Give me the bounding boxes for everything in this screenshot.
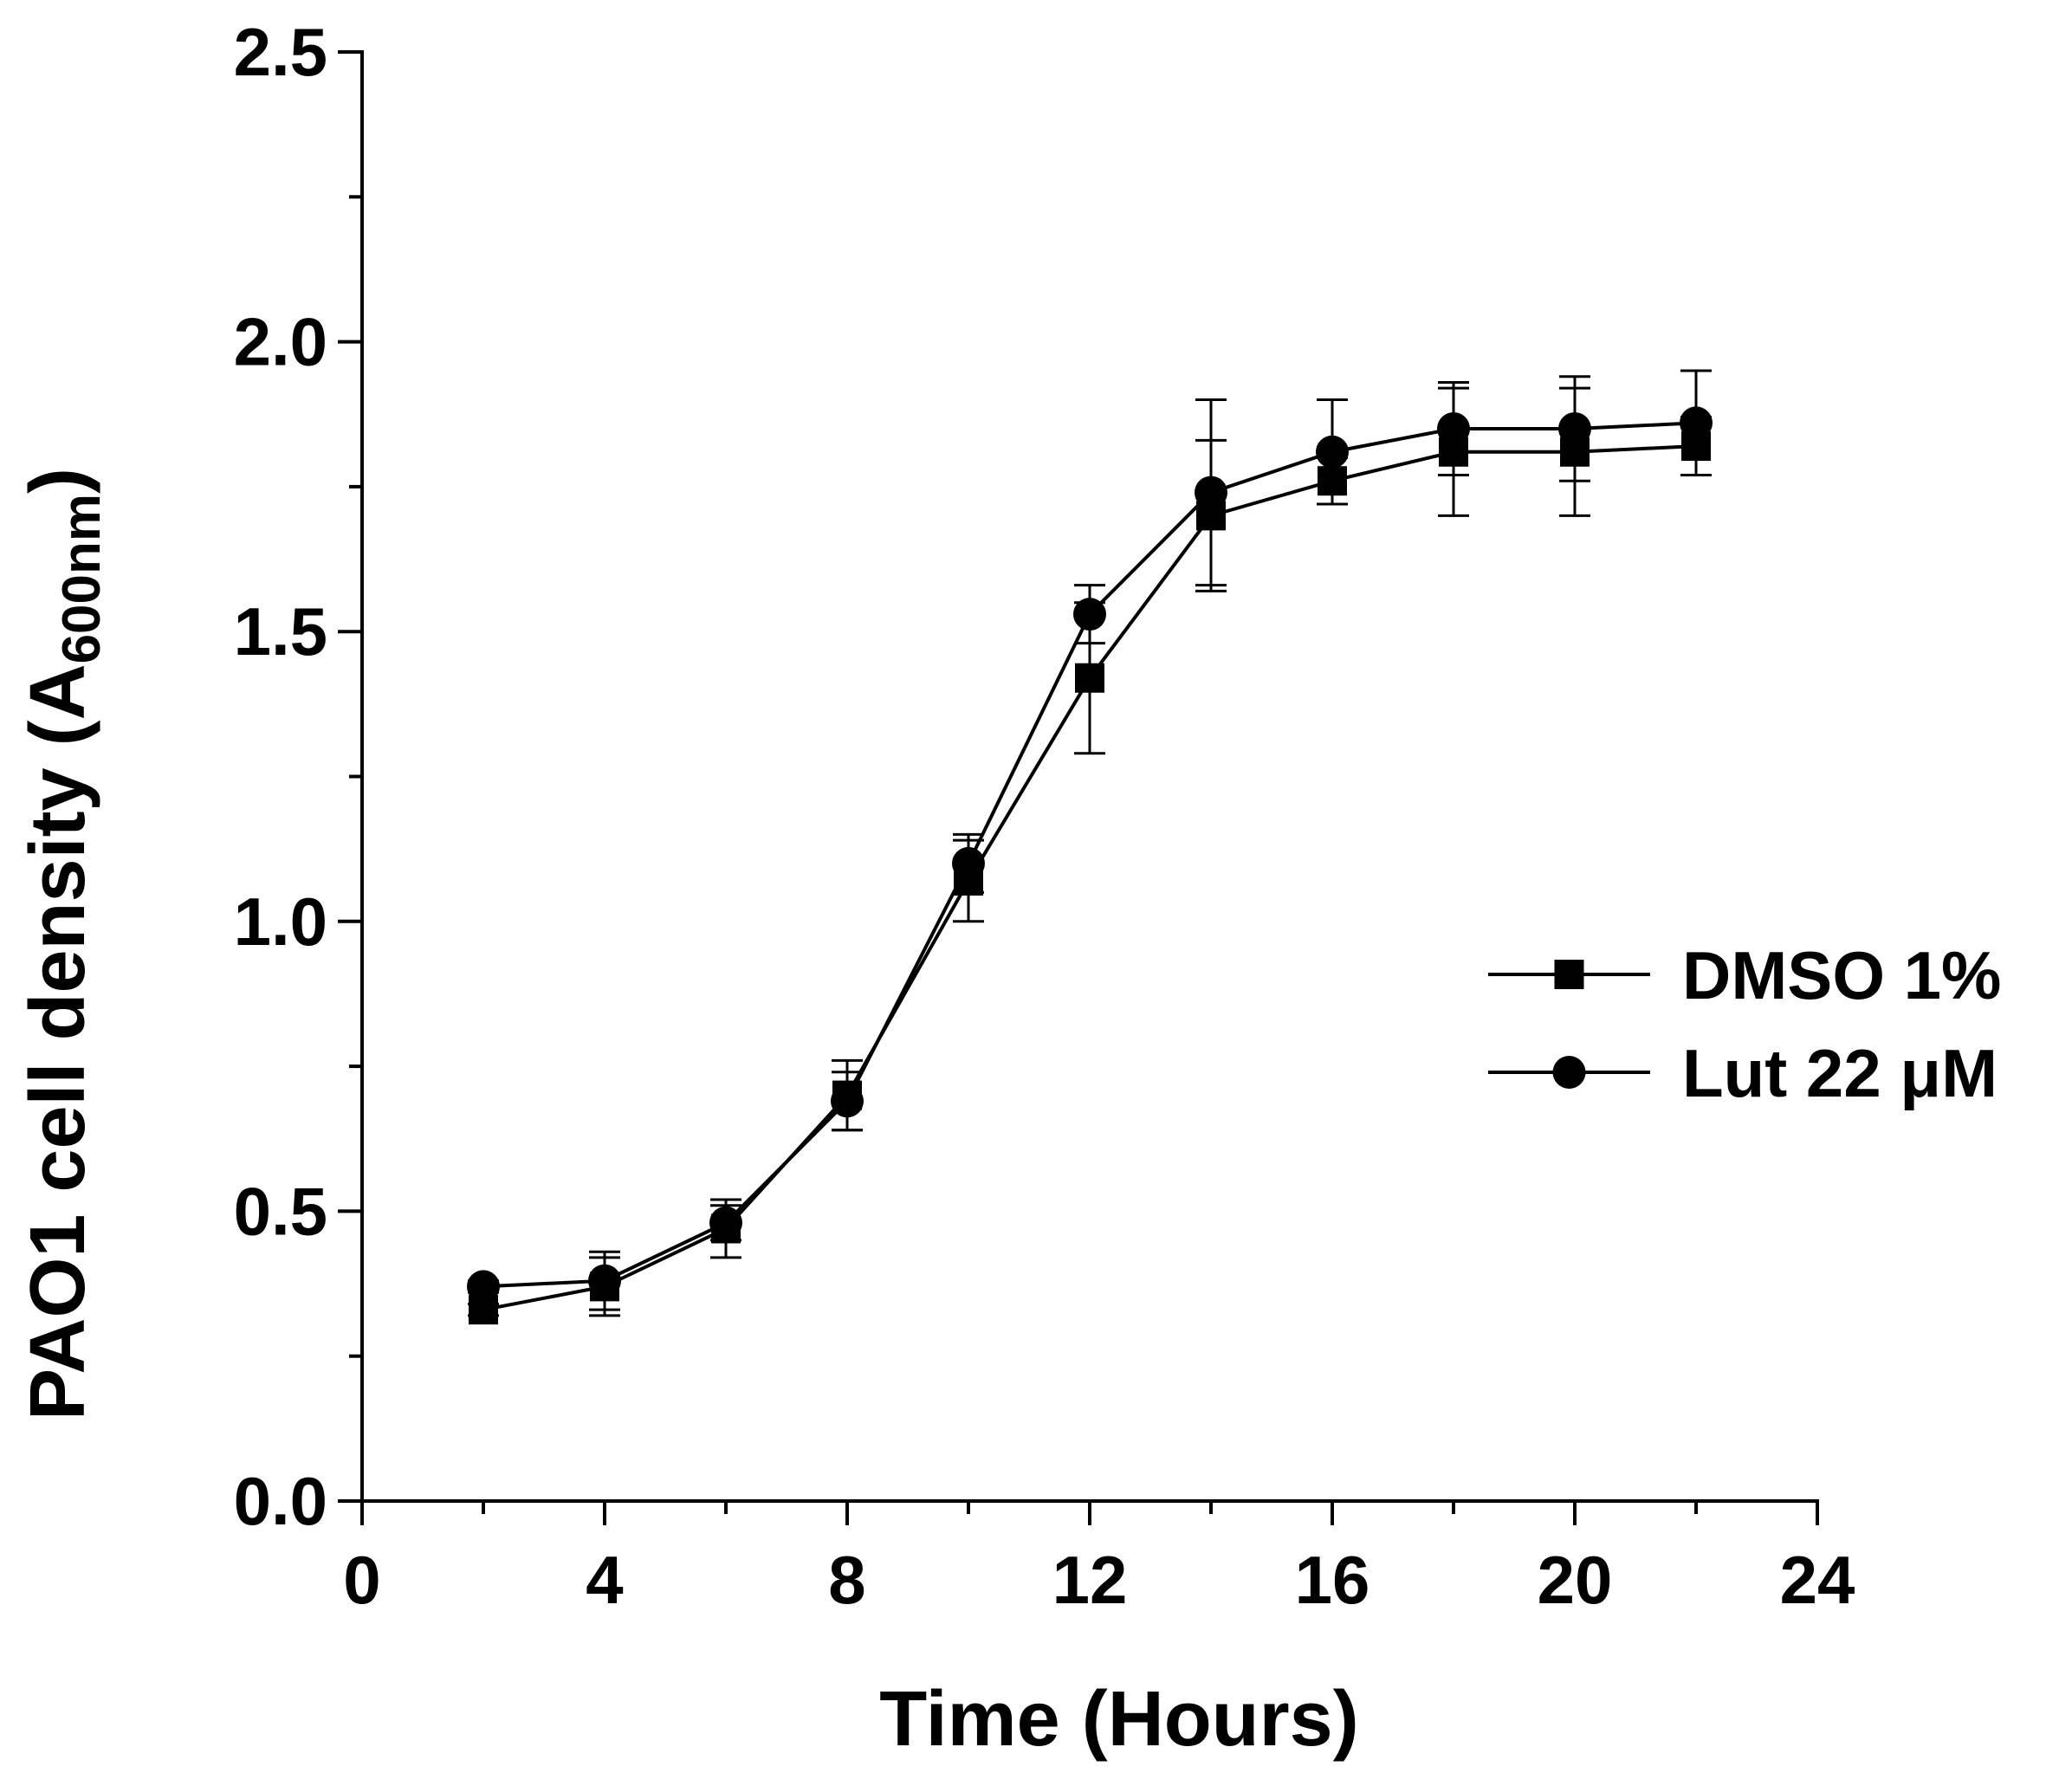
data-point-circle — [1680, 406, 1713, 440]
x-tick-label: 8 — [828, 1542, 865, 1618]
x-axis-title: Time (Hours) — [879, 1676, 1358, 1763]
y-axis-title-main: PAO1 cell density (A — [15, 663, 101, 1420]
y-tick-label: 1.5 — [234, 593, 327, 670]
y-tick-label: 2.0 — [234, 304, 327, 380]
data-point-square — [1075, 663, 1104, 693]
y-axis-title-close: ) — [15, 468, 101, 494]
series-layer — [467, 369, 1713, 1325]
y-axis-title: PAO1 cell density (A600nm) — [15, 468, 112, 1420]
legend-marker-square — [1554, 960, 1584, 989]
axes: 0.0 0.5 1.0 1.5 2.0 2.5 0 4 8 12 16 20 24 — [234, 14, 1855, 1618]
data-point-circle — [1558, 411, 1591, 445]
x-tick-label: 20 — [1538, 1542, 1613, 1618]
data-point-circle — [467, 1270, 500, 1304]
x-tick-label: 0 — [343, 1542, 380, 1618]
y-tick-label: 1.0 — [234, 883, 327, 960]
series-line — [482, 421, 1697, 1289]
legend-item-lut: Lut 22 μM — [1488, 1035, 1998, 1111]
series-line — [482, 444, 1697, 1312]
data-point-circle — [1073, 598, 1106, 631]
series-lut — [467, 369, 1713, 1311]
x-tick-label: 16 — [1295, 1542, 1370, 1618]
data-point-circle — [952, 846, 985, 880]
data-point-circle — [831, 1084, 864, 1118]
data-point-circle — [709, 1206, 742, 1239]
x-tick-label: 24 — [1780, 1542, 1855, 1618]
data-point-circle — [1316, 435, 1349, 469]
legend-item-dmso: DMSO 1% — [1488, 937, 2001, 1013]
legend: DMSO 1% Lut 22 μM — [1488, 937, 2001, 1111]
y-tick-label: 0.5 — [234, 1173, 327, 1249]
legend-label: DMSO 1% — [1682, 937, 2001, 1013]
y-tick-label: 0.0 — [234, 1463, 327, 1539]
legend-marker-circle — [1552, 1056, 1586, 1089]
data-point-circle — [1195, 476, 1227, 509]
y-tick-label: 2.5 — [234, 14, 327, 90]
legend-label: Lut 22 μM — [1682, 1035, 1998, 1111]
data-point-circle — [588, 1264, 621, 1297]
data-point-circle — [1437, 411, 1470, 445]
y-axis-title-subscript: 600nm — [52, 494, 112, 663]
x-tick-label: 4 — [586, 1542, 623, 1618]
series-dmso — [468, 386, 1712, 1325]
x-tick-label: 12 — [1052, 1542, 1128, 1618]
